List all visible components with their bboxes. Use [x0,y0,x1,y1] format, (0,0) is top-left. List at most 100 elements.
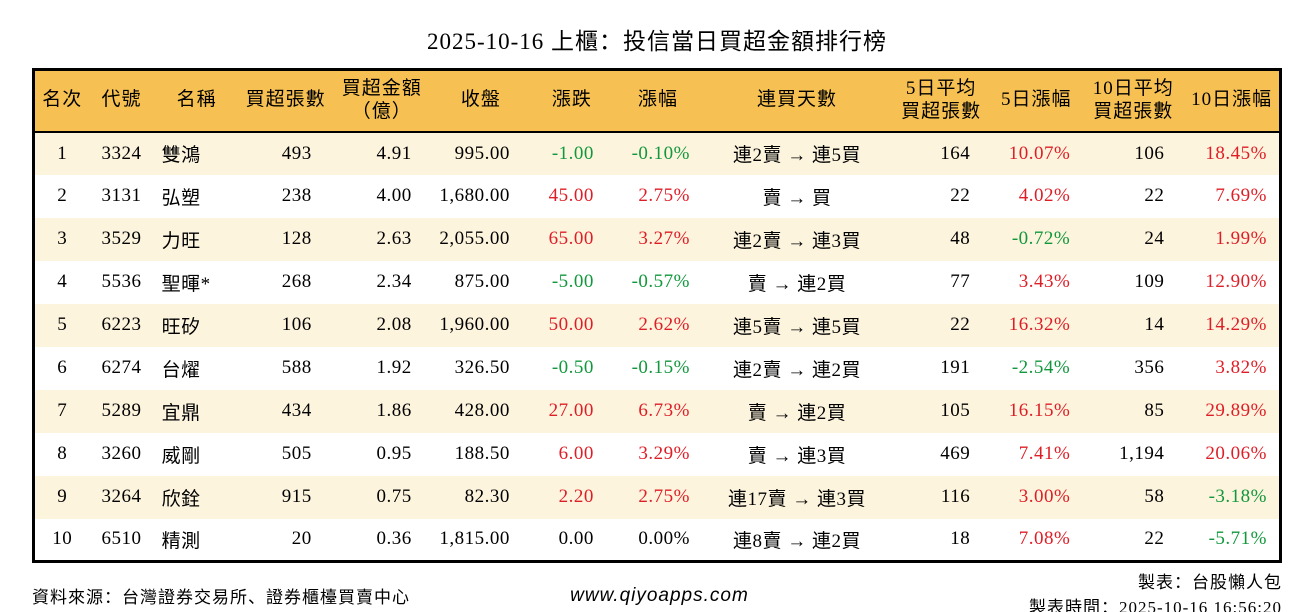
cell-code: 5289 [101,400,142,421]
cell-change: 65.00 [548,228,594,249]
cell-avg5: 48 [950,228,971,249]
cell-rank: 6 [57,357,68,378]
cell-code: 3131 [101,185,142,206]
cell-volume: 128 [281,228,312,249]
col-header-avg5: 5日平均 買超張數 [892,69,991,133]
col-header-pct10: 10日漲幅 [1184,69,1281,133]
cell-close: 875.00 [454,271,510,292]
cell-rank: 5 [57,314,68,335]
cell-avg5: 77 [950,271,971,292]
cell-pct5: 7.41% [1018,443,1071,464]
cell-name: 力旺 [161,230,201,252]
cell-pct5: -0.72% [1011,228,1071,249]
cell-name: 精測 [161,530,201,552]
cell-streak: 賣 → 連2買 [747,273,847,295]
cell-avg10: 109 [1134,271,1165,292]
cell-pct10: 7.69% [1215,185,1267,206]
col-header-avg10: 10日平均 買超張數 [1082,69,1185,133]
cell-avg5: 22 [950,314,971,335]
cell-pct5: 7.08% [1018,528,1071,550]
page-title: 2025-10-16 上櫃：投信當日買超金額排行榜 [426,29,888,54]
cell-avg10: 22 [1144,528,1165,550]
table-row: 9 3264 欣銓 915 0.75 82.30 2.20 2.75% 連17賣… [33,475,1281,519]
cell-avg5: 18 [950,528,971,550]
cell-rank: 4 [57,271,68,292]
cell-change-pct: 3.27% [638,228,690,249]
cell-name: 威剛 [161,445,201,467]
cell-pct10: 20.06% [1205,443,1267,464]
cell-amount: 2.34 [376,271,412,292]
cell-rank: 7 [57,400,68,421]
col-header-volume: 買超張數 [239,69,332,133]
cell-avg5: 105 [940,400,971,421]
cell-name: 台燿 [161,359,201,381]
col-header-close: 收盤 [431,69,530,133]
cell-pct10: 18.45% [1205,142,1267,164]
cell-avg10: 22 [1144,185,1165,206]
cell-change-pct: -0.15% [631,357,690,378]
cell-amount: 0.75 [376,486,412,507]
cell-streak: 賣 → 連2買 [747,402,847,424]
cell-change: 50.00 [548,314,594,335]
footer-credits: 製表：台股懶人包 製表時間：2025-10-16 16:56:20 [809,571,1282,612]
cell-change-pct: 3.29% [638,443,690,464]
table-row: 1 3324 雙鴻 493 4.91 995.00 -1.00 -0.10% 連… [33,131,1281,175]
cell-amount: 4.00 [376,185,412,206]
cell-rank: 1 [57,142,68,164]
cell-change: 45.00 [548,185,594,206]
col-header-amount: 買超金額 （億） [331,69,432,133]
ranking-table: 名次 代號 名稱 買超張數 買超金額 （億） 收盤 漲跌 漲幅 連買天數 5日平… [32,68,1282,563]
cell-avg10: 1,194 [1119,443,1165,464]
cell-avg10: 14 [1144,314,1165,335]
cell-streak: 連17賣 → 連3買 [728,488,867,510]
cell-pct10: 1.99% [1215,228,1267,249]
cell-name: 宜鼎 [161,402,201,424]
cell-close: 2,055.00 [439,228,510,249]
cell-avg5: 469 [940,443,971,464]
cell-code: 5536 [101,271,142,292]
cell-rank: 8 [57,443,68,464]
table-row: 8 3260 威剛 505 0.95 188.50 6.00 3.29% 賣 →… [33,432,1281,476]
cell-avg10: 356 [1134,357,1165,378]
cell-change-pct: 2.62% [638,314,690,335]
cell-volume: 268 [281,271,312,292]
cell-change: -0.50 [551,357,594,378]
col-header-change: 漲跌 [529,69,614,133]
table-row: 6 6274 台燿 588 1.92 326.50 -0.50 -0.15% 連… [33,346,1281,390]
cell-streak: 連5賣 → 連5買 [733,316,862,338]
table-row: 3 3529 力旺 128 2.63 2,055.00 65.00 3.27% … [33,217,1281,261]
cell-streak: 連2賣 → 連5買 [733,145,862,166]
cell-avg5: 22 [950,185,971,206]
cell-code: 3324 [101,142,142,164]
cell-volume: 505 [281,443,312,464]
cell-avg5: 116 [940,486,971,507]
cell-amount: 0.36 [376,528,412,550]
cell-pct10: 12.90% [1205,271,1267,292]
cell-change: -5.00 [551,271,594,292]
cell-rank: 9 [57,486,68,507]
cell-pct5: -2.54% [1011,357,1071,378]
cell-pct5: 4.02% [1018,185,1071,206]
table-row: 2 3131 弘塑 238 4.00 1,680.00 45.00 2.75% … [33,174,1281,218]
col-header-code: 代號 [89,69,154,133]
col-header-pct5: 5日漲幅 [990,69,1083,133]
cell-rank: 10 [52,528,73,550]
cell-volume: 493 [281,142,312,164]
cell-name: 雙鴻 [161,145,201,166]
cell-code: 6510 [101,528,142,550]
cell-streak: 連8賣 → 連2買 [733,530,862,552]
cell-pct10: 14.29% [1205,314,1267,335]
cell-close: 188.50 [454,443,510,464]
cell-change: 6.00 [558,443,594,464]
cell-pct5: 16.32% [1008,314,1071,335]
cell-pct5: 10.07% [1008,142,1071,164]
cell-streak: 賣 → 買 [762,187,832,209]
cell-change-pct: 6.73% [638,400,690,421]
cell-close: 1,960.00 [439,314,510,335]
cell-pct10: -3.18% [1208,486,1267,507]
cell-avg5: 191 [940,357,971,378]
cell-change-pct: 0.00% [638,528,690,550]
cell-name: 聖暉* [161,273,211,295]
cell-change: 2.20 [558,486,594,507]
table-body: 1 3324 雙鴻 493 4.91 995.00 -1.00 -0.10% 連… [33,131,1281,562]
